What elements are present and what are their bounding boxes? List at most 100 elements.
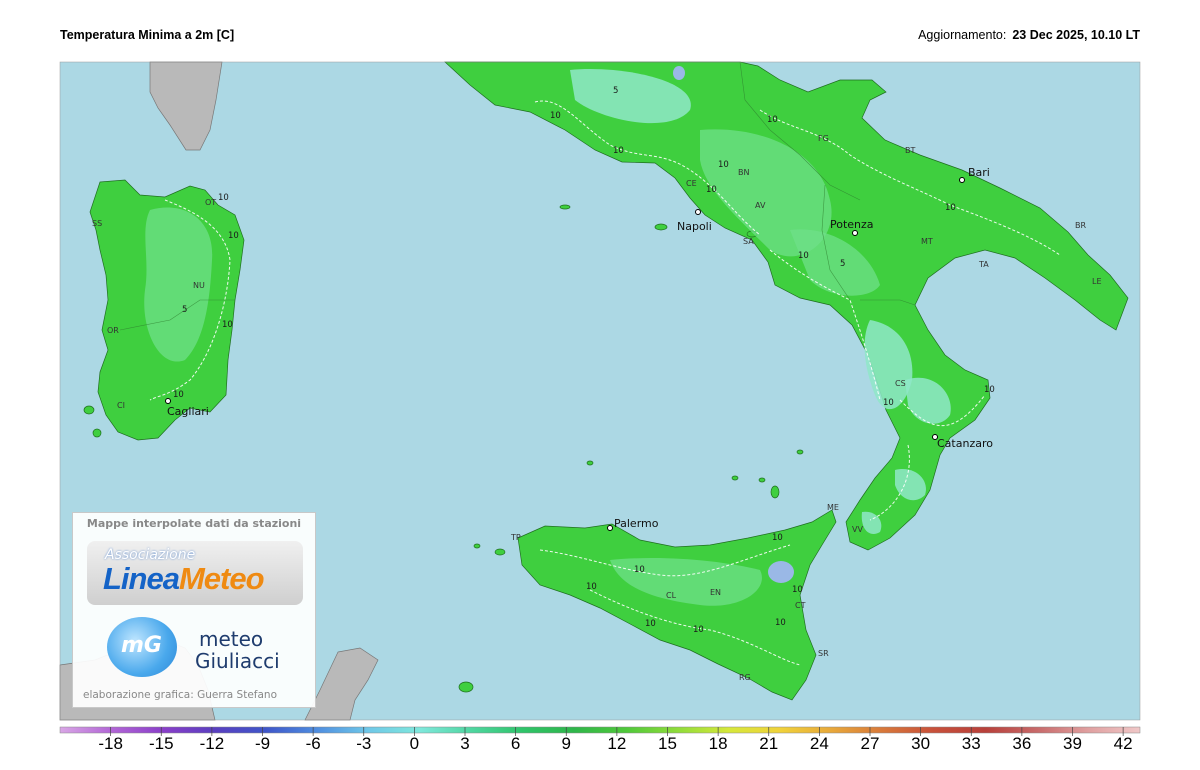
map-labels: Bari Napoli Potenza Catanzaro Cagliari P… [92,86,1102,682]
relief-area [905,377,951,424]
contour-label: 10 [173,390,184,400]
island [654,223,668,231]
giuliacci-icon-text: mG [121,633,162,658]
contour-label: 10 [883,398,894,408]
contour-label: 10 [228,231,239,241]
contour-label: 10 [218,193,229,203]
colorbar-tick-label: 30 [911,734,930,753]
admin-borders [119,61,916,331]
colorbar-bar [59,726,1141,734]
province-code: FG [818,134,829,143]
island [559,204,571,210]
contour-label: 10 [945,203,956,213]
province-code: NU [193,281,205,290]
region-border [860,299,916,306]
island [796,449,804,455]
region-border [119,299,235,331]
city-label: Napoli [677,220,712,233]
colorbar-tick-label: 6 [511,734,520,753]
relief [144,66,951,606]
island [758,477,766,483]
contour-label: 10 [550,111,561,121]
province-code: SR [818,649,829,658]
isotherm [759,109,1061,256]
colorbar-tick-label: 9 [562,734,571,753]
province-code: LE [1092,277,1102,286]
etna [768,561,794,583]
island [770,485,780,499]
logo-linea: Linea [103,561,180,596]
logo-meteo: Meteo [178,561,265,596]
province-code: BN [738,168,749,177]
island [473,543,481,549]
isotherm [589,589,801,666]
city-marker [695,209,701,215]
province-code: SA [743,237,754,246]
contour-label: 10 [798,251,809,261]
isotherm [769,249,881,401]
province-code: OT [205,198,216,207]
colorbar-tick-label: 27 [861,734,880,753]
colorbar-tick-label: 42 [1114,734,1133,753]
province-code: ME [827,503,839,512]
island [92,428,102,438]
legend-box: Mappe interpolate dati da stazioni Assoc… [72,512,316,708]
province-code: OR [107,326,119,335]
legend-caption: Mappe interpolate dati da stazioni [86,517,302,530]
contour-label: 10 [984,385,995,395]
contour-label: 10 [775,618,786,628]
corsica [149,61,223,151]
colorbar-tick-label: 24 [810,734,829,753]
province-code: CT [795,601,806,610]
colorbar-tick-label: -18 [98,734,123,753]
city-marker [932,434,938,440]
colorbar-tick-label: 39 [1063,734,1082,753]
contour-label: 10 [645,619,656,629]
region-border [821,184,851,301]
islands [83,204,804,693]
logo-subtitle: Associazione [105,547,196,563]
colorbar-tick-label: -6 [306,734,321,753]
colorbar-tick-label: 3 [460,734,469,753]
colorbar-tick-label: 15 [658,734,677,753]
city-marker [852,230,858,236]
map-title: Temperatura Minima a 2m [C] [60,28,234,42]
relief-area [610,558,762,606]
isotherms [149,100,1061,666]
relief-area [790,229,880,296]
island [458,681,474,693]
city-label: Cagliari [167,405,209,418]
update-time: 23 Dec 2025, 10.10 LT [1012,28,1140,42]
map-frame [59,61,1141,721]
relief-area [700,129,832,257]
relief-area [861,511,882,534]
logo-wordmark: LineaMeteo [103,561,265,597]
relief-area [144,207,213,362]
province-code: VV [852,525,863,534]
island [494,548,506,556]
island [83,405,95,415]
contour-label: 5 [182,305,187,315]
colorbar-tick-label: 18 [709,734,728,753]
isotherm [539,544,791,577]
city-label: Bari [968,166,990,179]
province-code: CS [895,379,906,388]
relief-area [895,469,926,501]
province-code: AV [755,201,766,210]
contour-label: 10 [586,582,597,592]
island [731,475,739,481]
contour-label: 10 [706,185,717,195]
update-label: Aggiornamento: [918,28,1006,42]
contour-label: 10 [613,146,624,156]
colorbar: -18 -15 -12 -9 -6 -3 0 3 6 9 12 15 18 21 24 27 30 33 36 39 4… [59,726,1141,753]
isotherm [869,444,910,521]
colorbar-tick-label: -3 [356,734,371,753]
colorbar-tick-label: 36 [1012,734,1031,753]
province-code: EN [710,588,721,597]
isotherm [149,199,231,401]
colorbar-tick-label: 21 [759,734,778,753]
credit: elaborazione grafica: Guerra Stefano [83,689,277,701]
city-marker [959,177,965,183]
city-label: Potenza [830,218,874,231]
